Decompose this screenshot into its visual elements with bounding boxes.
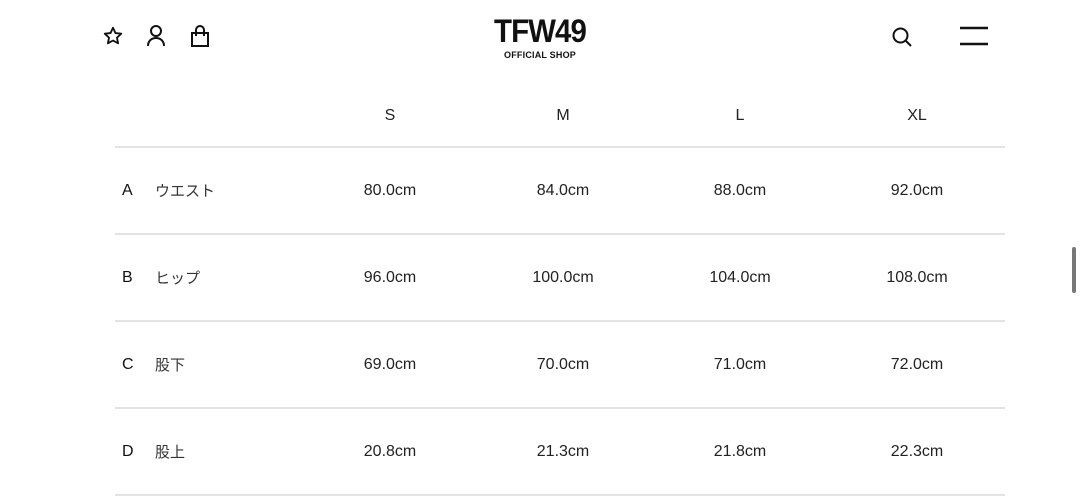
table-cell: 21.3cm xyxy=(536,442,590,460)
table-row: A ウエスト 80.0cm 84.0cm 88.0cm 92.0cm xyxy=(115,148,1005,235)
column-header-s: S xyxy=(384,107,396,124)
logo-subtitle: OFFICIAL SHOP xyxy=(504,50,576,60)
column-header-xl: XL xyxy=(907,107,927,124)
row-name: ヒップ xyxy=(155,269,201,287)
bag-icon[interactable] xyxy=(189,24,211,48)
scrollbar[interactable] xyxy=(1072,247,1076,293)
column-header-l: L xyxy=(735,107,745,124)
table-cell: 22.3cm xyxy=(890,442,944,460)
table-cell: 21.8cm xyxy=(713,442,767,460)
table-cell: 69.0cm xyxy=(363,355,417,373)
row-name: 股下 xyxy=(155,356,186,374)
table-row: D 股上 20.8cm 21.3cm 21.8cm 22.3cm xyxy=(115,409,1005,496)
table-cell: 100.0cm xyxy=(532,268,594,286)
table-header-row: S M L XL xyxy=(115,86,1005,148)
table-cell: 88.0cm xyxy=(713,181,767,199)
table-cell: 92.0cm xyxy=(890,181,944,199)
table-cell: 80.0cm xyxy=(363,181,417,199)
table-cell: 20.8cm xyxy=(363,442,417,460)
table-row: B ヒップ 96.0cm 100.0cm 104.0cm 108.0cm xyxy=(115,235,1005,322)
menu-icon[interactable] xyxy=(958,25,990,47)
table-cell: 104.0cm xyxy=(709,268,771,286)
search-icon[interactable] xyxy=(890,25,914,49)
size-table: S M L XL A ウエスト 80.0cm 84.0cm 88.0cm 92.… xyxy=(115,86,1005,496)
column-header-m: M xyxy=(556,107,570,124)
table-cell: 72.0cm xyxy=(890,355,944,373)
row-name: ウエスト xyxy=(155,182,216,200)
user-icon[interactable] xyxy=(145,24,167,48)
table-cell: 70.0cm xyxy=(536,355,590,373)
star-icon[interactable] xyxy=(102,25,124,47)
logo-text: TFW49 xyxy=(494,13,587,49)
row-name: 股上 xyxy=(155,443,186,461)
table-row: C 股下 69.0cm 70.0cm 71.0cm 72.0cm xyxy=(115,322,1005,409)
table-cell: 96.0cm xyxy=(363,268,417,286)
row-letter: D xyxy=(122,442,134,460)
table-cell: 71.0cm xyxy=(713,355,767,373)
table-cell: 108.0cm xyxy=(886,268,948,286)
row-letter: A xyxy=(122,181,133,199)
table-cell: 84.0cm xyxy=(536,181,590,199)
row-letter: C xyxy=(122,355,134,373)
row-letter: B xyxy=(122,268,133,286)
logo[interactable]: TFW49 OFFICIAL SHOP xyxy=(440,14,640,60)
